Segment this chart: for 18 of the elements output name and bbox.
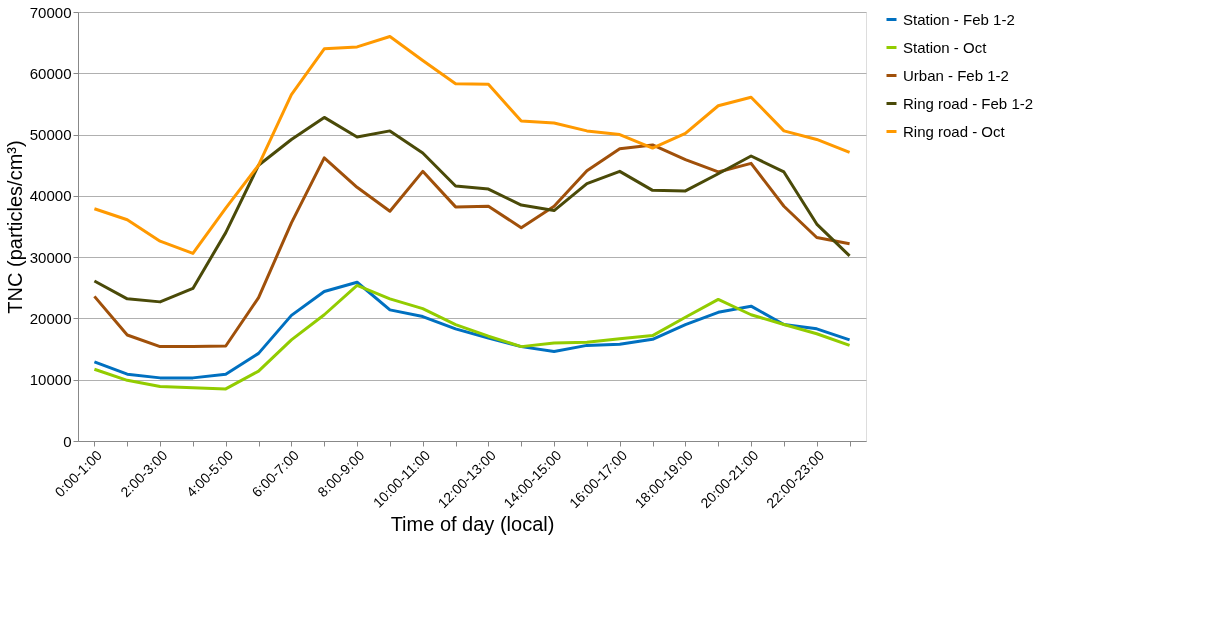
legend-label: Station - Feb 1-2 xyxy=(903,10,1015,28)
legend-label: Urban - Feb 1-2 xyxy=(903,66,1009,84)
x-axis-title: Time of day (local) xyxy=(390,513,555,536)
y-axis-title: TNC (particles/cm³) xyxy=(3,140,26,314)
y-tick-label: 60000 xyxy=(29,64,72,82)
y-tick-label: 40000 xyxy=(29,187,72,205)
y-tick-label: 50000 xyxy=(29,126,72,144)
line-series xyxy=(92,115,852,304)
line-series xyxy=(92,35,852,255)
legend-label: Ring road - Feb 1-2 xyxy=(903,94,1034,112)
y-tick-label: 0 xyxy=(63,432,72,450)
y-tick-label: 70000 xyxy=(29,3,72,21)
legend-label: Station - Oct xyxy=(903,38,988,56)
y-tick-label: 10000 xyxy=(29,371,72,389)
line-series xyxy=(92,143,852,349)
legend-label: Ring road - Oct xyxy=(903,122,1006,140)
y-tick-label: 30000 xyxy=(29,248,72,266)
y-tick-label: 20000 xyxy=(29,309,72,327)
